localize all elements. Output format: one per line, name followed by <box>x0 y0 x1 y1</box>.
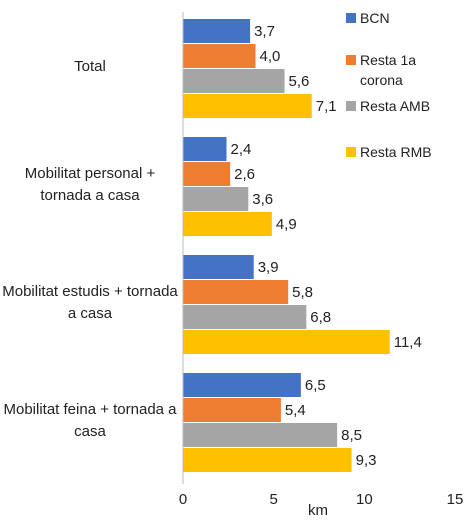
legend-swatch <box>346 101 356 111</box>
data-label: 6,5 <box>305 377 326 394</box>
legend-label: BCN <box>360 10 390 26</box>
bar <box>183 305 307 329</box>
legend-item: Resta AMB <box>346 96 442 116</box>
data-label: 2,6 <box>234 166 255 183</box>
bar <box>183 212 272 236</box>
data-label: 9,3 <box>356 452 377 469</box>
data-label: 5,8 <box>292 284 313 301</box>
y-tick-label: Mobilitat estudis + tornada a casa <box>2 283 178 322</box>
bar <box>183 44 256 68</box>
data-label: 6,8 <box>310 309 331 326</box>
data-label: 3,7 <box>254 23 275 40</box>
bar <box>183 94 312 118</box>
bar <box>183 137 227 161</box>
legend-swatch <box>346 55 356 65</box>
x-axis-label: km <box>308 502 328 519</box>
data-label: 3,9 <box>258 259 279 276</box>
bar <box>183 448 352 472</box>
legend-item: Resta 1a corona <box>346 50 442 90</box>
bar <box>183 187 249 211</box>
bar <box>183 162 231 186</box>
data-label: 4,0 <box>260 48 281 65</box>
legend-swatch <box>346 13 356 23</box>
x-tick-label: 0 <box>179 491 187 508</box>
y-tick-label: Mobilitat feina + tornada a casa <box>3 401 177 440</box>
y-tick-label: Mobilitat personal + tornada a casa <box>24 165 156 204</box>
legend-label: Resta 1a corona <box>360 52 417 88</box>
x-tick-label: 15 <box>447 491 464 508</box>
bar <box>183 330 390 354</box>
data-label: 7,1 <box>316 98 337 115</box>
bar <box>183 423 338 447</box>
x-tick-label: 5 <box>269 491 277 508</box>
data-label: 2,4 <box>231 141 252 158</box>
data-label: 4,9 <box>276 216 297 233</box>
bar <box>183 398 281 422</box>
data-label: 5,6 <box>289 73 310 90</box>
data-label: 5,4 <box>285 402 306 419</box>
data-label: 11,4 <box>394 334 422 351</box>
y-tick-label: Total <box>74 58 106 75</box>
bar <box>183 373 301 397</box>
x-tick-label: 10 <box>356 491 373 508</box>
bar <box>183 280 289 304</box>
data-label: 3,6 <box>252 191 273 208</box>
bar <box>183 255 254 279</box>
legend-label: Resta AMB <box>360 98 431 114</box>
legend-swatch <box>346 147 356 157</box>
legend-item: BCN <box>346 8 442 28</box>
bar <box>183 19 251 43</box>
legend-item: Resta RMB <box>346 142 442 162</box>
bar <box>183 69 285 93</box>
data-label: 8,5 <box>341 427 362 444</box>
legend-label: Resta RMB <box>360 144 432 160</box>
